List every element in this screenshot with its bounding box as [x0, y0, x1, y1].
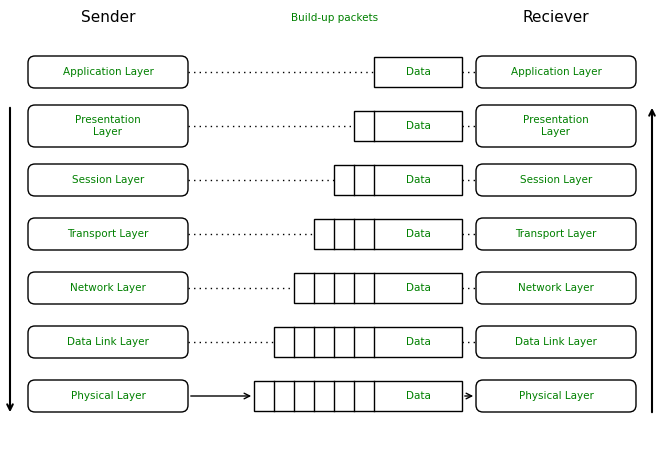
Bar: [374, 57, 462, 87]
Bar: [334, 165, 462, 195]
Text: Transport Layer: Transport Layer: [67, 229, 149, 239]
Text: Reciever: Reciever: [523, 10, 589, 26]
FancyBboxPatch shape: [476, 56, 636, 88]
Text: Data: Data: [406, 175, 430, 185]
Text: Data Link Layer: Data Link Layer: [67, 337, 149, 347]
Text: Data: Data: [406, 283, 430, 293]
Text: Data: Data: [406, 67, 430, 77]
FancyBboxPatch shape: [476, 272, 636, 304]
Text: Transport Layer: Transport Layer: [515, 229, 597, 239]
FancyBboxPatch shape: [476, 164, 636, 196]
FancyBboxPatch shape: [28, 380, 188, 412]
FancyBboxPatch shape: [28, 164, 188, 196]
FancyBboxPatch shape: [476, 326, 636, 358]
Text: Physical Layer: Physical Layer: [71, 391, 145, 401]
Text: Presentation
Layer: Presentation Layer: [75, 115, 141, 137]
FancyBboxPatch shape: [28, 218, 188, 250]
Bar: [314, 219, 462, 249]
FancyBboxPatch shape: [476, 105, 636, 147]
Text: Application Layer: Application Layer: [511, 67, 601, 77]
Text: Network Layer: Network Layer: [518, 283, 594, 293]
Text: Network Layer: Network Layer: [70, 283, 146, 293]
Text: Session Layer: Session Layer: [72, 175, 144, 185]
FancyBboxPatch shape: [28, 105, 188, 147]
Text: Physical Layer: Physical Layer: [519, 391, 593, 401]
FancyBboxPatch shape: [28, 326, 188, 358]
FancyBboxPatch shape: [476, 380, 636, 412]
Text: Data: Data: [406, 229, 430, 239]
Text: Session Layer: Session Layer: [520, 175, 592, 185]
Text: Data: Data: [406, 337, 430, 347]
Bar: [294, 273, 462, 303]
Text: Data Link Layer: Data Link Layer: [515, 337, 597, 347]
FancyBboxPatch shape: [476, 218, 636, 250]
Text: Build-up packets: Build-up packets: [292, 13, 378, 23]
FancyBboxPatch shape: [28, 272, 188, 304]
Text: Application Layer: Application Layer: [63, 67, 153, 77]
Bar: [354, 111, 462, 141]
FancyBboxPatch shape: [28, 56, 188, 88]
Text: Data: Data: [406, 121, 430, 131]
Bar: [254, 381, 462, 411]
Text: Data: Data: [406, 391, 430, 401]
Text: Sender: Sender: [81, 10, 135, 26]
Bar: [274, 327, 462, 357]
Text: Presentation
Layer: Presentation Layer: [523, 115, 589, 137]
